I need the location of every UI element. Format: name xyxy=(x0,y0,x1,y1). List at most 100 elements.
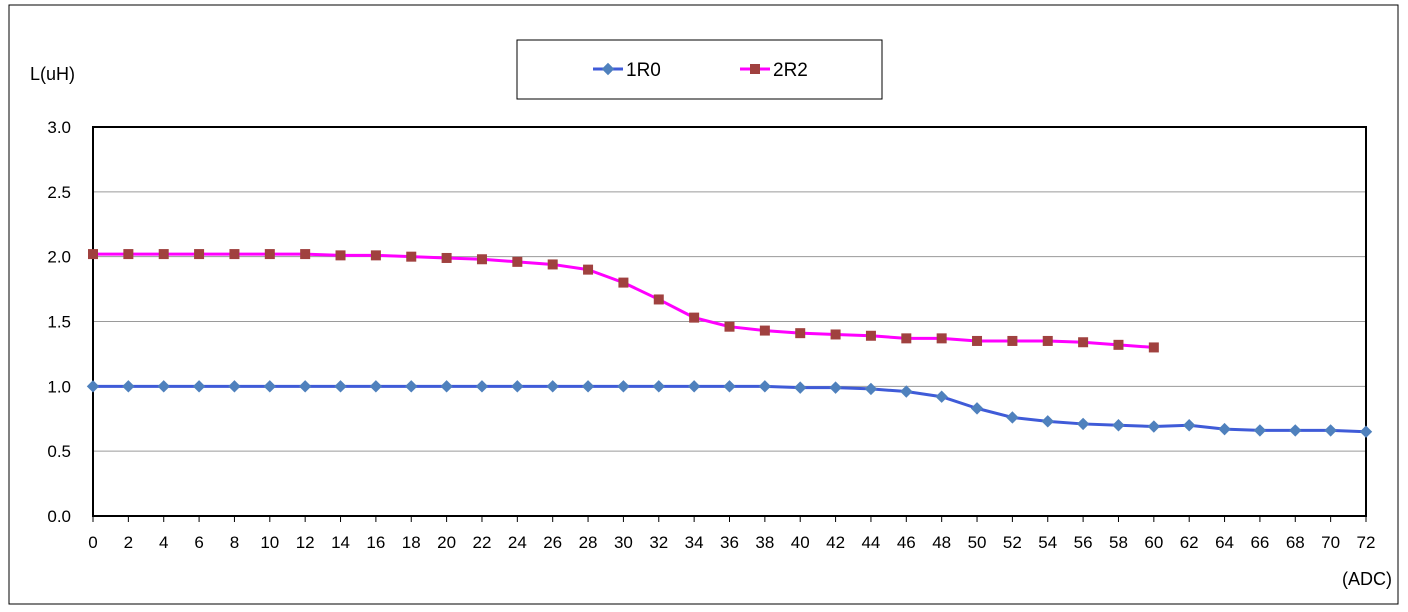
legend-label: 2R2 xyxy=(773,60,808,81)
data-point xyxy=(972,335,983,346)
data-point xyxy=(194,249,205,260)
data-point xyxy=(298,380,312,393)
data-point xyxy=(1078,337,1089,348)
x-tick-label: 2 xyxy=(124,533,133,552)
data-point xyxy=(689,312,700,323)
data-point xyxy=(864,382,878,396)
x-tick-label: 56 xyxy=(1074,533,1093,552)
data-point xyxy=(901,333,912,344)
x-tick-label: 8 xyxy=(230,533,239,552)
data-point xyxy=(1007,335,1018,346)
data-point xyxy=(795,328,806,339)
y-axis-ticks: 0.0 0.5 1.0 1.5 2.0 2.5 3.0 xyxy=(47,118,71,526)
data-point xyxy=(476,254,487,265)
x-tick-label: 24 xyxy=(508,533,527,552)
data-point xyxy=(1148,342,1159,353)
x-tick-label: 30 xyxy=(614,533,633,552)
x-tick-label: 20 xyxy=(437,533,456,552)
legend-marker xyxy=(601,62,615,76)
y-tick-label: 0.5 xyxy=(47,442,71,461)
data-point xyxy=(1113,339,1124,350)
data-point xyxy=(1112,419,1125,432)
data-point xyxy=(935,390,948,403)
data-point xyxy=(900,385,913,398)
x-tick-label: 54 xyxy=(1038,533,1057,552)
x-axis-label: (ADC) xyxy=(1342,569,1392,589)
x-tick-label: 36 xyxy=(720,533,739,552)
data-point xyxy=(228,380,241,393)
data-point xyxy=(723,380,736,393)
x-tick-label: 34 xyxy=(685,533,704,552)
data-point xyxy=(583,264,594,275)
data-point xyxy=(512,256,523,267)
data-point xyxy=(300,249,311,260)
legend-item-1r0: 1R0 xyxy=(593,60,661,81)
data-point xyxy=(158,249,169,260)
x-tick-label: 44 xyxy=(861,533,880,552)
x-tick-label: 38 xyxy=(755,533,774,552)
legend-marker xyxy=(750,64,760,74)
y-tick-label: 3.0 xyxy=(47,118,71,137)
data-point xyxy=(1182,419,1196,432)
data-point xyxy=(157,380,170,393)
data-point xyxy=(759,325,770,336)
x-tick-label: 62 xyxy=(1180,533,1199,552)
x-tick-label: 68 xyxy=(1286,533,1305,552)
y-tick-label: 2.5 xyxy=(47,183,71,202)
data-point xyxy=(335,250,346,261)
x-tick-label: 70 xyxy=(1321,533,1340,552)
x-tick-label: 64 xyxy=(1215,533,1234,552)
data-point xyxy=(1006,411,1019,424)
data-point xyxy=(229,249,240,260)
data-point xyxy=(88,249,98,260)
data-point xyxy=(122,380,135,393)
data-point xyxy=(724,321,735,332)
y-tick-label: 0.0 xyxy=(47,507,71,526)
x-tick-label: 66 xyxy=(1250,533,1269,552)
data-point xyxy=(618,277,629,288)
y-tick-label: 1.0 xyxy=(47,377,71,396)
data-point xyxy=(936,333,947,344)
series-2r2 xyxy=(88,249,1159,353)
x-tick-label: 50 xyxy=(968,533,987,552)
x-axis-ticks: 0 2 4 6 8 10 12 14 16 18 20 22 24 26 28 30 32 34 36 38 40 42 4… xyxy=(88,516,1375,552)
data-point xyxy=(617,380,630,393)
x-tick-label: 10 xyxy=(260,533,279,552)
x-tick-label: 12 xyxy=(296,533,315,552)
data-point xyxy=(263,380,277,393)
y-axis-label: L(uH) xyxy=(30,64,75,84)
chart-frame xyxy=(8,4,1399,605)
x-tick-label: 4 xyxy=(159,533,168,552)
data-point xyxy=(511,380,524,393)
data-point xyxy=(406,251,417,262)
x-tick-label: 18 xyxy=(402,533,421,552)
x-tick-label: 22 xyxy=(473,533,492,552)
data-point xyxy=(1076,417,1090,431)
data-point xyxy=(829,381,842,394)
data-point xyxy=(1147,420,1161,433)
data-point xyxy=(475,380,489,393)
data-point xyxy=(1324,424,1337,437)
data-point xyxy=(369,380,383,393)
data-point xyxy=(86,380,100,393)
data-point xyxy=(1359,425,1373,438)
data-point xyxy=(687,380,701,393)
data-point xyxy=(970,402,984,415)
y-tick-label: 1.5 xyxy=(47,313,71,332)
x-tick-label: 16 xyxy=(366,533,385,552)
series-1r0 xyxy=(86,380,1373,438)
data-point xyxy=(653,294,664,305)
data-point xyxy=(758,380,772,393)
x-tick-label: 72 xyxy=(1357,533,1376,552)
data-point xyxy=(264,249,275,260)
y-tick-label: 2.0 xyxy=(47,248,71,267)
x-tick-label: 0 xyxy=(88,533,97,552)
x-tick-label: 40 xyxy=(791,533,810,552)
x-tick-label: 28 xyxy=(579,533,598,552)
x-tick-label: 32 xyxy=(649,533,668,552)
x-tick-label: 42 xyxy=(826,533,845,552)
data-point xyxy=(547,259,558,270)
x-tick-label: 52 xyxy=(1003,533,1022,552)
